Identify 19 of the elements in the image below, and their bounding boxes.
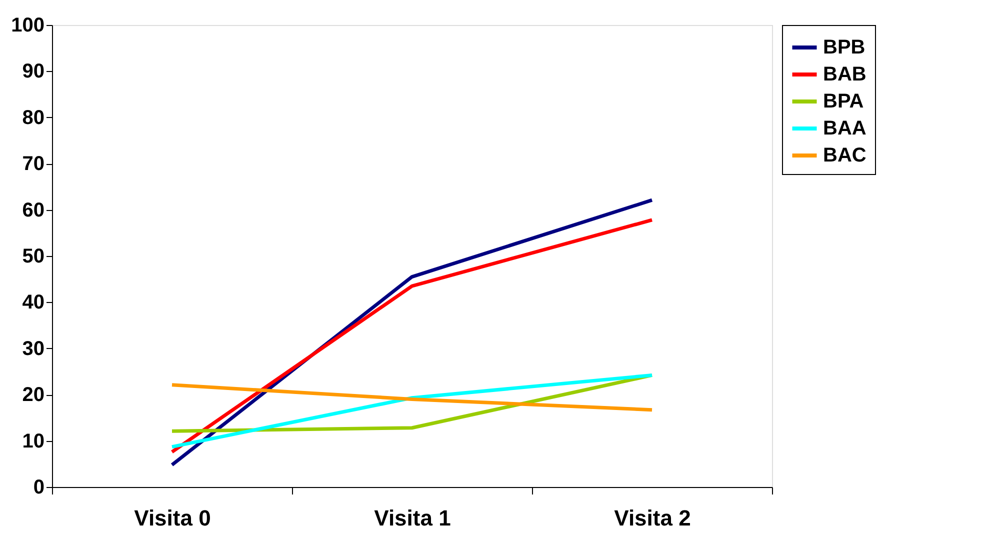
legend-label: BAC — [823, 144, 866, 166]
legend-label: BAA — [823, 118, 866, 140]
y-tick-label: 70 — [22, 153, 44, 176]
y-tick-label: 50 — [22, 246, 44, 268]
y-tick-label: 60 — [22, 199, 44, 222]
y-tick-label: 10 — [22, 430, 44, 452]
y-tick-label: 40 — [22, 292, 44, 314]
legend-label: BPB — [823, 36, 866, 58]
legend-label: BAB — [823, 64, 866, 86]
x-tick-label: Visita 1 — [374, 506, 451, 530]
x-tick-label: Visita 0 — [134, 506, 211, 530]
y-tick-label: 100 — [11, 14, 44, 36]
y-tick-label: 90 — [22, 60, 44, 83]
y-tick-label: 20 — [22, 384, 44, 406]
y-tick-label: 30 — [22, 338, 44, 360]
y-tick-label: 80 — [22, 106, 44, 129]
y-tick-label: 0 — [33, 476, 44, 498]
legend-label: BPA — [823, 90, 864, 112]
x-tick-label: Visita 2 — [614, 506, 691, 530]
